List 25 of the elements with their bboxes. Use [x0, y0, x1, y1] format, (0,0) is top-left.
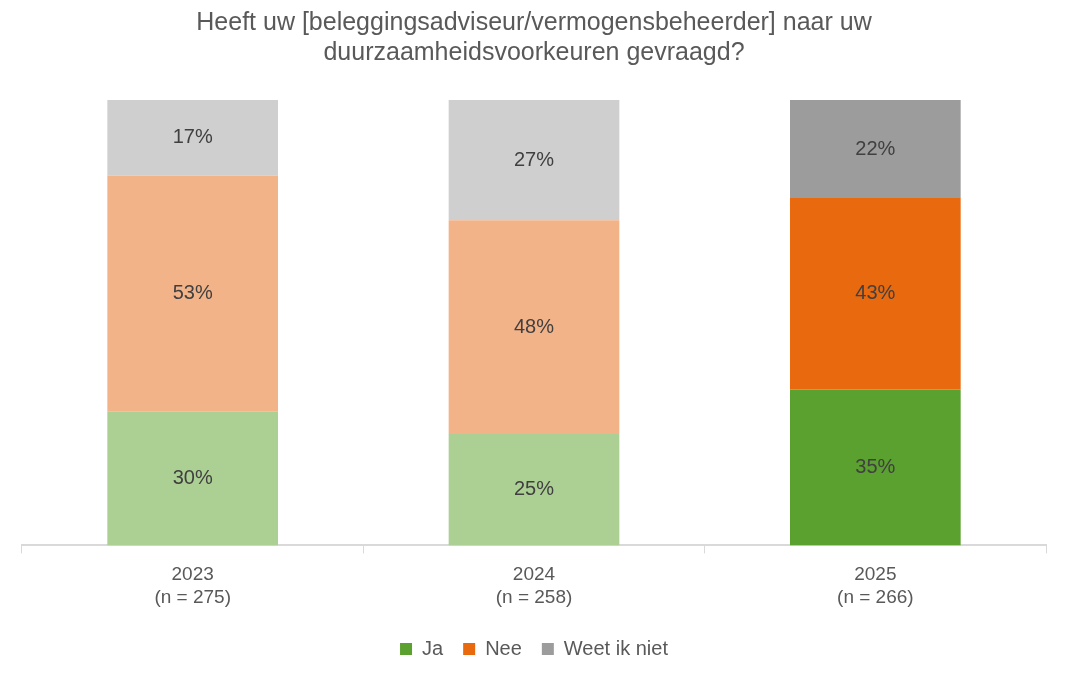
legend-label: Nee	[485, 636, 522, 659]
bar	[790, 100, 961, 198]
x-tick-label: 2023 (n = 275)	[154, 563, 231, 607]
bar	[107, 175, 278, 412]
data-label: 27%	[513, 147, 555, 170]
data-label: 43%	[855, 281, 896, 304]
legend-label: Weet ik niet	[563, 636, 669, 659]
data-label: 48%	[513, 314, 555, 337]
x-tick-label: 2025 (n = 266)	[837, 563, 914, 607]
bar	[448, 220, 620, 435]
bar	[790, 197, 961, 390]
bar	[107, 100, 278, 176]
bar	[448, 100, 620, 221]
data-label: 35%	[855, 454, 896, 477]
x-tick-label: 2024 (n = 258)	[495, 563, 573, 607]
bar	[107, 411, 278, 546]
data-label: 53%	[172, 281, 213, 304]
bar	[448, 434, 620, 546]
data-label: 30%	[172, 466, 213, 489]
data-label: 17%	[172, 125, 213, 148]
data-label: 22%	[855, 136, 896, 159]
data-label: 25%	[513, 477, 555, 500]
chart-title: Heeft uw [beleggingsadviseur/vermogensbeheerder] naar uw duurzaamheidsvoorkeuren gevraagd?	[196, 6, 873, 65]
bar	[790, 389, 961, 546]
legend-label: Ja	[422, 636, 445, 659]
